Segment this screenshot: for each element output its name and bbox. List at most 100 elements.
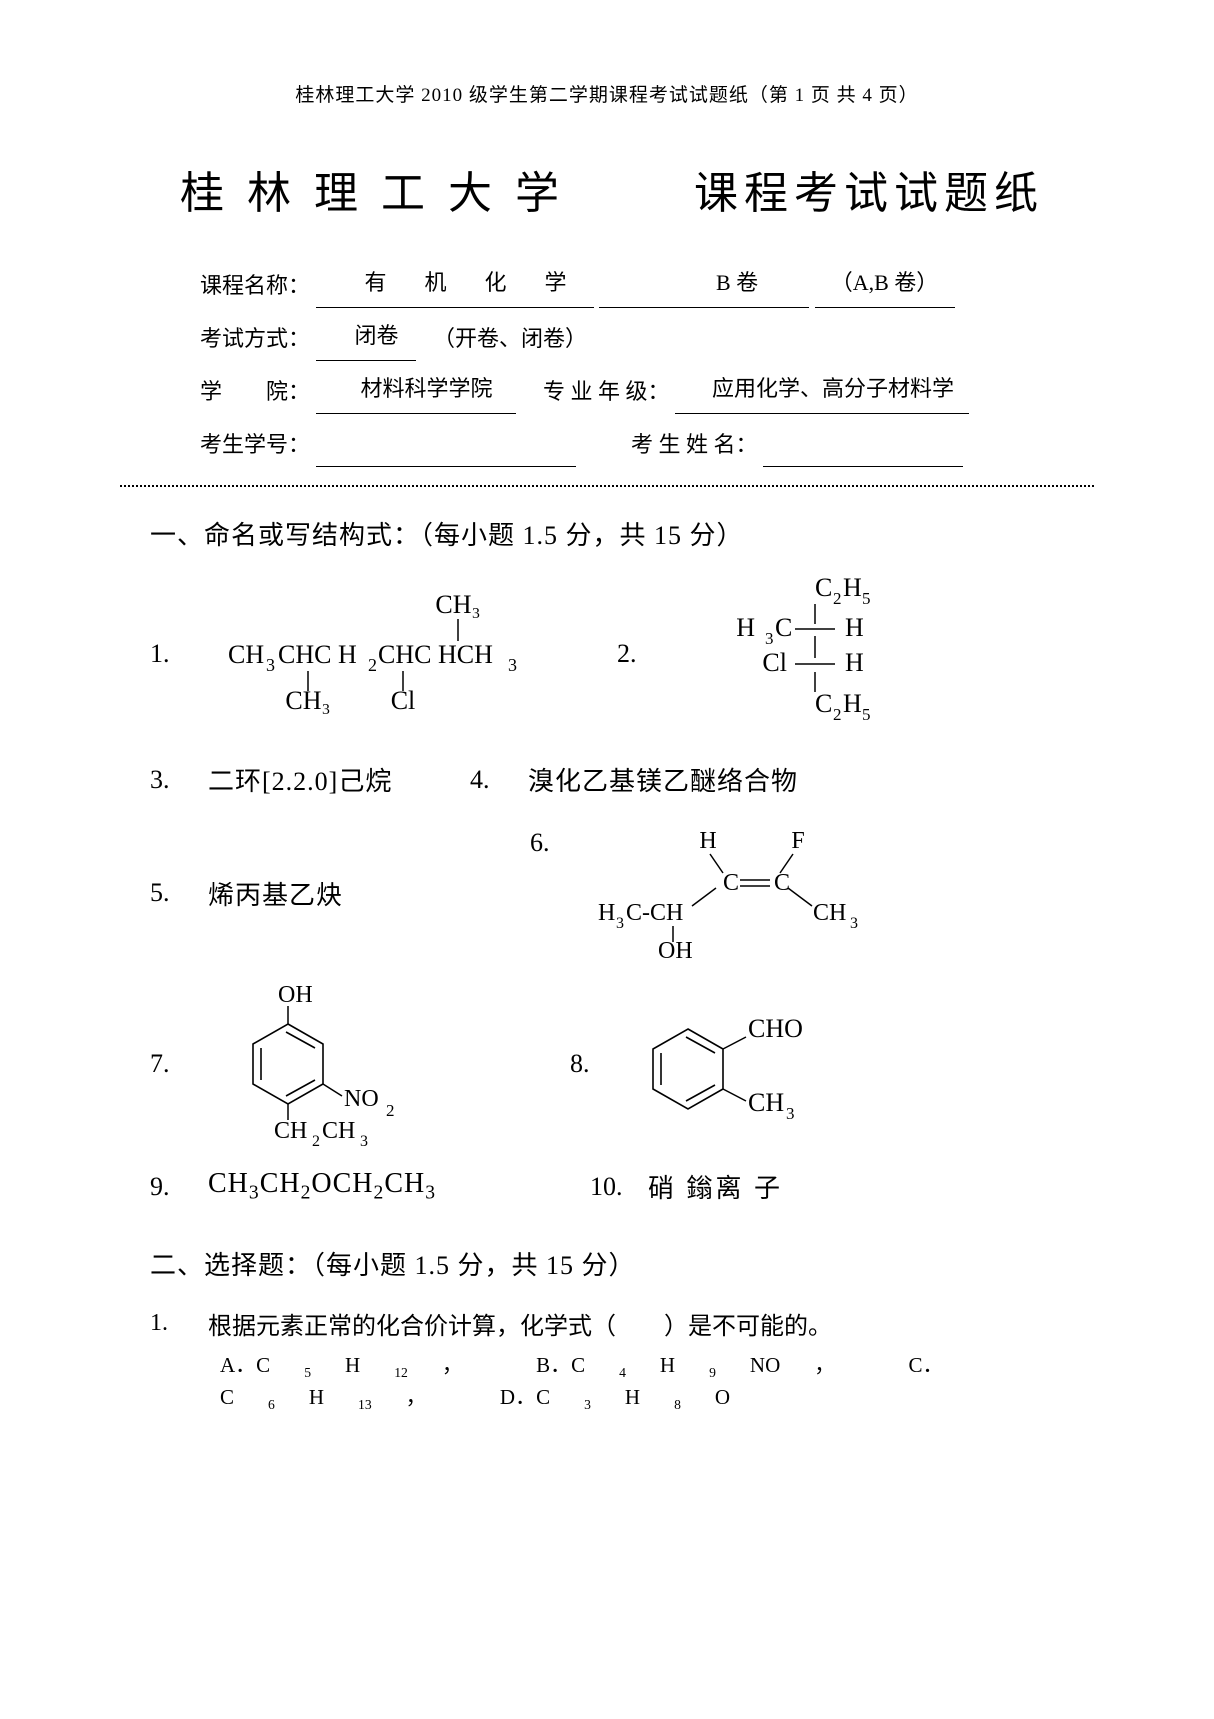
q1-svg: CH₃ CH3 CHC H2 CHC HCH3 CH₃ Cl	[218, 591, 568, 711]
q5-num: 5.	[150, 878, 184, 908]
svg-text:2: 2	[386, 1101, 395, 1120]
q6-num: 6.	[530, 828, 564, 858]
paper-value: B 卷	[599, 261, 809, 308]
name-label: 考 生 姓 名：	[631, 432, 758, 457]
major-label: 专 业 年 级：	[543, 379, 670, 404]
meta-college: 学 院： 材料科学学院 专 业 年 级： 应用化学、高分子材料学	[200, 367, 1024, 414]
svg-text:3: 3	[786, 1104, 795, 1123]
svg-text:H: H	[699, 828, 716, 854]
svg-text:2: 2	[312, 1133, 320, 1150]
q1-bl: CH₃	[285, 686, 330, 715]
college-label: 学 院：	[200, 379, 310, 404]
s2-q1-num: 1.	[150, 1310, 184, 1337]
svg-text:Cl: Cl	[762, 648, 787, 677]
svg-text:C-CH: C-CH	[626, 900, 683, 926]
q8-structure: CHO CH3	[628, 999, 848, 1129]
q3-q4-row: 3. 二环[2.2.0]己烷 4. 溴化乙基镁乙醚络合物	[150, 761, 1084, 798]
svg-text:F: F	[791, 828, 804, 854]
section1-heading: 一、命名或写结构式：（每小题 1.5 分，共 15 分）	[150, 515, 1084, 552]
q8-num: 8.	[570, 1049, 604, 1079]
title-row: 桂 林 理 工 大 学 课程考试试题纸	[120, 157, 1094, 221]
q4-num: 4.	[470, 765, 504, 795]
q7-q8-row: 7. OH NO 2 CH2 CH3 8.	[150, 984, 1084, 1144]
q9-num: 9.	[150, 1172, 184, 1202]
q10-num: 10.	[590, 1172, 624, 1202]
svg-text:C: C	[774, 870, 790, 896]
svg-text:H: H	[843, 689, 862, 718]
dotted-separator	[120, 485, 1094, 487]
exam-meta: 课程名称： 有 机 化 学 B 卷 （A,B 卷） 考试方式： 闭卷 （开卷、闭…	[120, 261, 1094, 467]
svg-text:CHC H: CHC H	[278, 640, 357, 669]
q5-text: 烯丙基乙炔	[208, 875, 343, 912]
svg-text:H: H	[736, 613, 755, 642]
svg-text:CHO: CHO	[748, 1014, 803, 1043]
svg-text:CH: CH	[813, 900, 846, 926]
optB: B．C4H9NO，	[536, 1353, 869, 1377]
q1-br: Cl	[391, 686, 416, 715]
meta-course: 课程名称： 有 机 化 学 B 卷 （A,B 卷）	[200, 261, 1024, 308]
svg-text:CH: CH	[322, 1118, 355, 1144]
id-blank[interactable]	[316, 420, 576, 467]
svg-text:H: H	[845, 648, 864, 677]
svg-text:3: 3	[360, 1133, 368, 1150]
svg-text:CHC HCH: CHC HCH	[378, 640, 493, 669]
svg-text:H: H	[843, 573, 862, 602]
major-value: 应用化学、高分子材料学	[675, 367, 969, 414]
svg-text:CH: CH	[228, 640, 264, 669]
q7-structure: OH NO 2 CH2 CH3	[208, 984, 428, 1144]
q1-top: CH₃	[435, 590, 480, 619]
q1-num: 1.	[150, 639, 184, 669]
q2-svg: C2 H5 H3C H Cl H C2 H5	[695, 576, 895, 726]
svg-text:NO: NO	[344, 1086, 379, 1112]
q9-q10-row: 9. CH3CH2OCH2CH3 10. 硝 鎓离 子	[150, 1168, 1084, 1205]
svg-text:CH: CH	[274, 1118, 307, 1144]
course-label: 课程名称：	[200, 273, 310, 298]
course-value: 有 机 化 学	[316, 261, 594, 308]
q3-num: 3.	[150, 765, 184, 795]
q2-structure: C2 H5 H3C H Cl H C2 H5	[695, 576, 895, 731]
college-value: 材料科学学院	[316, 367, 516, 414]
svg-text:OH: OH	[658, 938, 693, 964]
q5-q6-row: 5. 烯丙基乙炔 6. H F C C H3 C-CH CH3 OH	[150, 828, 1084, 958]
s2-q1-options: A．C5H12， B．C4H9NO， C．C6H13， D．C3H8O	[150, 1349, 1084, 1413]
q10-text: 硝 鎓离 子	[648, 1168, 783, 1205]
svg-text:C: C	[775, 613, 792, 642]
svg-text:C: C	[815, 689, 832, 718]
svg-text:3: 3	[266, 655, 275, 675]
content: 一、命名或写结构式：（每小题 1.5 分，共 15 分） 1. CH₃ CH3 …	[120, 515, 1094, 1413]
title-right: 课程考试试题纸	[694, 157, 1044, 221]
meta-mode: 考试方式： 闭卷 （开卷、闭卷）	[200, 314, 1024, 361]
name-blank[interactable]	[763, 420, 963, 467]
svg-text:CH: CH	[748, 1088, 784, 1117]
q2-num: 2.	[617, 639, 651, 669]
svg-text:3: 3	[616, 915, 624, 932]
svg-text:C: C	[815, 573, 832, 602]
q7-num: 7.	[150, 1049, 184, 1079]
s2-q1-text: 根据元素正常的化合价计算，化学式（ ）是不可能的。	[208, 1306, 832, 1341]
svg-text:C: C	[723, 870, 739, 896]
svg-text:OH: OH	[278, 982, 313, 1008]
svg-text:2: 2	[833, 705, 842, 724]
section2-heading: 二、选择题：（每小题 1.5 分，共 15 分）	[150, 1245, 1084, 1282]
mode-value: 闭卷	[316, 314, 416, 361]
paper-hint: （A,B 卷）	[815, 261, 955, 308]
svg-text:2: 2	[368, 655, 377, 675]
q9-text: CH3CH2OCH2CH3	[208, 1168, 436, 1205]
meta-id: 考生学号： 考 生 姓 名：	[200, 420, 1024, 467]
svg-text:5: 5	[862, 589, 871, 608]
optD: D．C3H8O	[500, 1385, 764, 1409]
mode-hint: （开卷、闭卷）	[433, 326, 587, 351]
q1-structure: CH₃ CH3 CHC H2 CHC HCH3 CH₃ Cl	[218, 591, 568, 716]
svg-text:H: H	[598, 900, 615, 926]
q6-structure: H F C C H3 C-CH CH3 OH	[588, 828, 868, 958]
optA: A．C5H12，	[220, 1353, 497, 1377]
svg-text:3: 3	[850, 915, 858, 932]
q3-text: 二环[2.2.0]己烷	[208, 761, 392, 798]
svg-text:3: 3	[765, 629, 774, 648]
q4-text: 溴化乙基镁乙醚络合物	[528, 761, 798, 798]
page-header: 桂林理工大学 2010 级学生第二学期课程考试试题纸（第 1 页 共 4 页）	[120, 80, 1094, 107]
id-label: 考生学号：	[200, 432, 310, 457]
svg-text:2: 2	[833, 589, 842, 608]
title-left: 桂 林 理 工 大 学	[180, 157, 565, 221]
svg-text:5: 5	[862, 705, 871, 724]
